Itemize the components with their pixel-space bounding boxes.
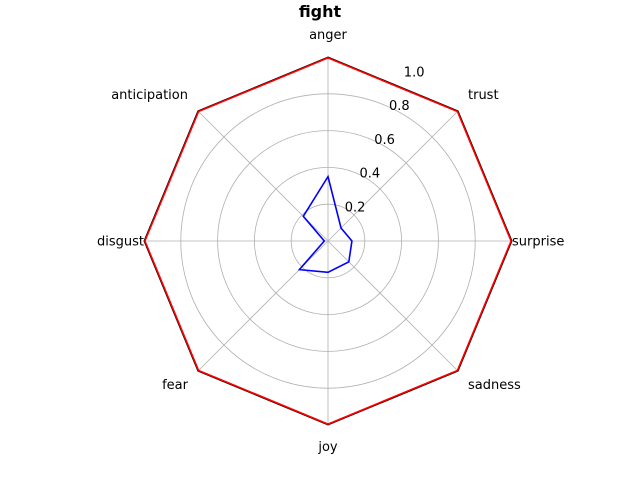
label-layer: anger trust surprise sadness joy fear disgust a… xyxy=(97,28,564,455)
category-label-anger: anger xyxy=(309,28,347,43)
category-label-surprise: surprise xyxy=(512,235,564,250)
series-layer xyxy=(144,57,512,425)
category-label-sadness: sadness xyxy=(468,378,521,393)
series-line-1 xyxy=(297,174,353,274)
radial-tick-label: 0.8 xyxy=(389,99,410,114)
radial-tick-label: 0.2 xyxy=(345,200,366,215)
category-label-joy: joy xyxy=(317,440,338,455)
category-label-anticipation: anticipation xyxy=(111,88,188,103)
radial-tick-label: 0.6 xyxy=(374,133,395,148)
grid-spoke xyxy=(197,240,329,372)
radial-tick-label: 1.0 xyxy=(404,65,425,80)
radar-frame xyxy=(143,56,513,426)
category-label-trust: trust xyxy=(468,88,499,103)
grid-spoke xyxy=(327,110,459,242)
radial-tick-label: 0.4 xyxy=(360,167,381,182)
category-label-fear: fear xyxy=(162,378,189,393)
chart-title: fight xyxy=(299,2,342,21)
grid-spoke xyxy=(327,240,459,372)
category-label-disgust: disgust xyxy=(97,235,144,250)
grid-layer xyxy=(143,56,513,426)
series-line-0 xyxy=(144,57,512,425)
